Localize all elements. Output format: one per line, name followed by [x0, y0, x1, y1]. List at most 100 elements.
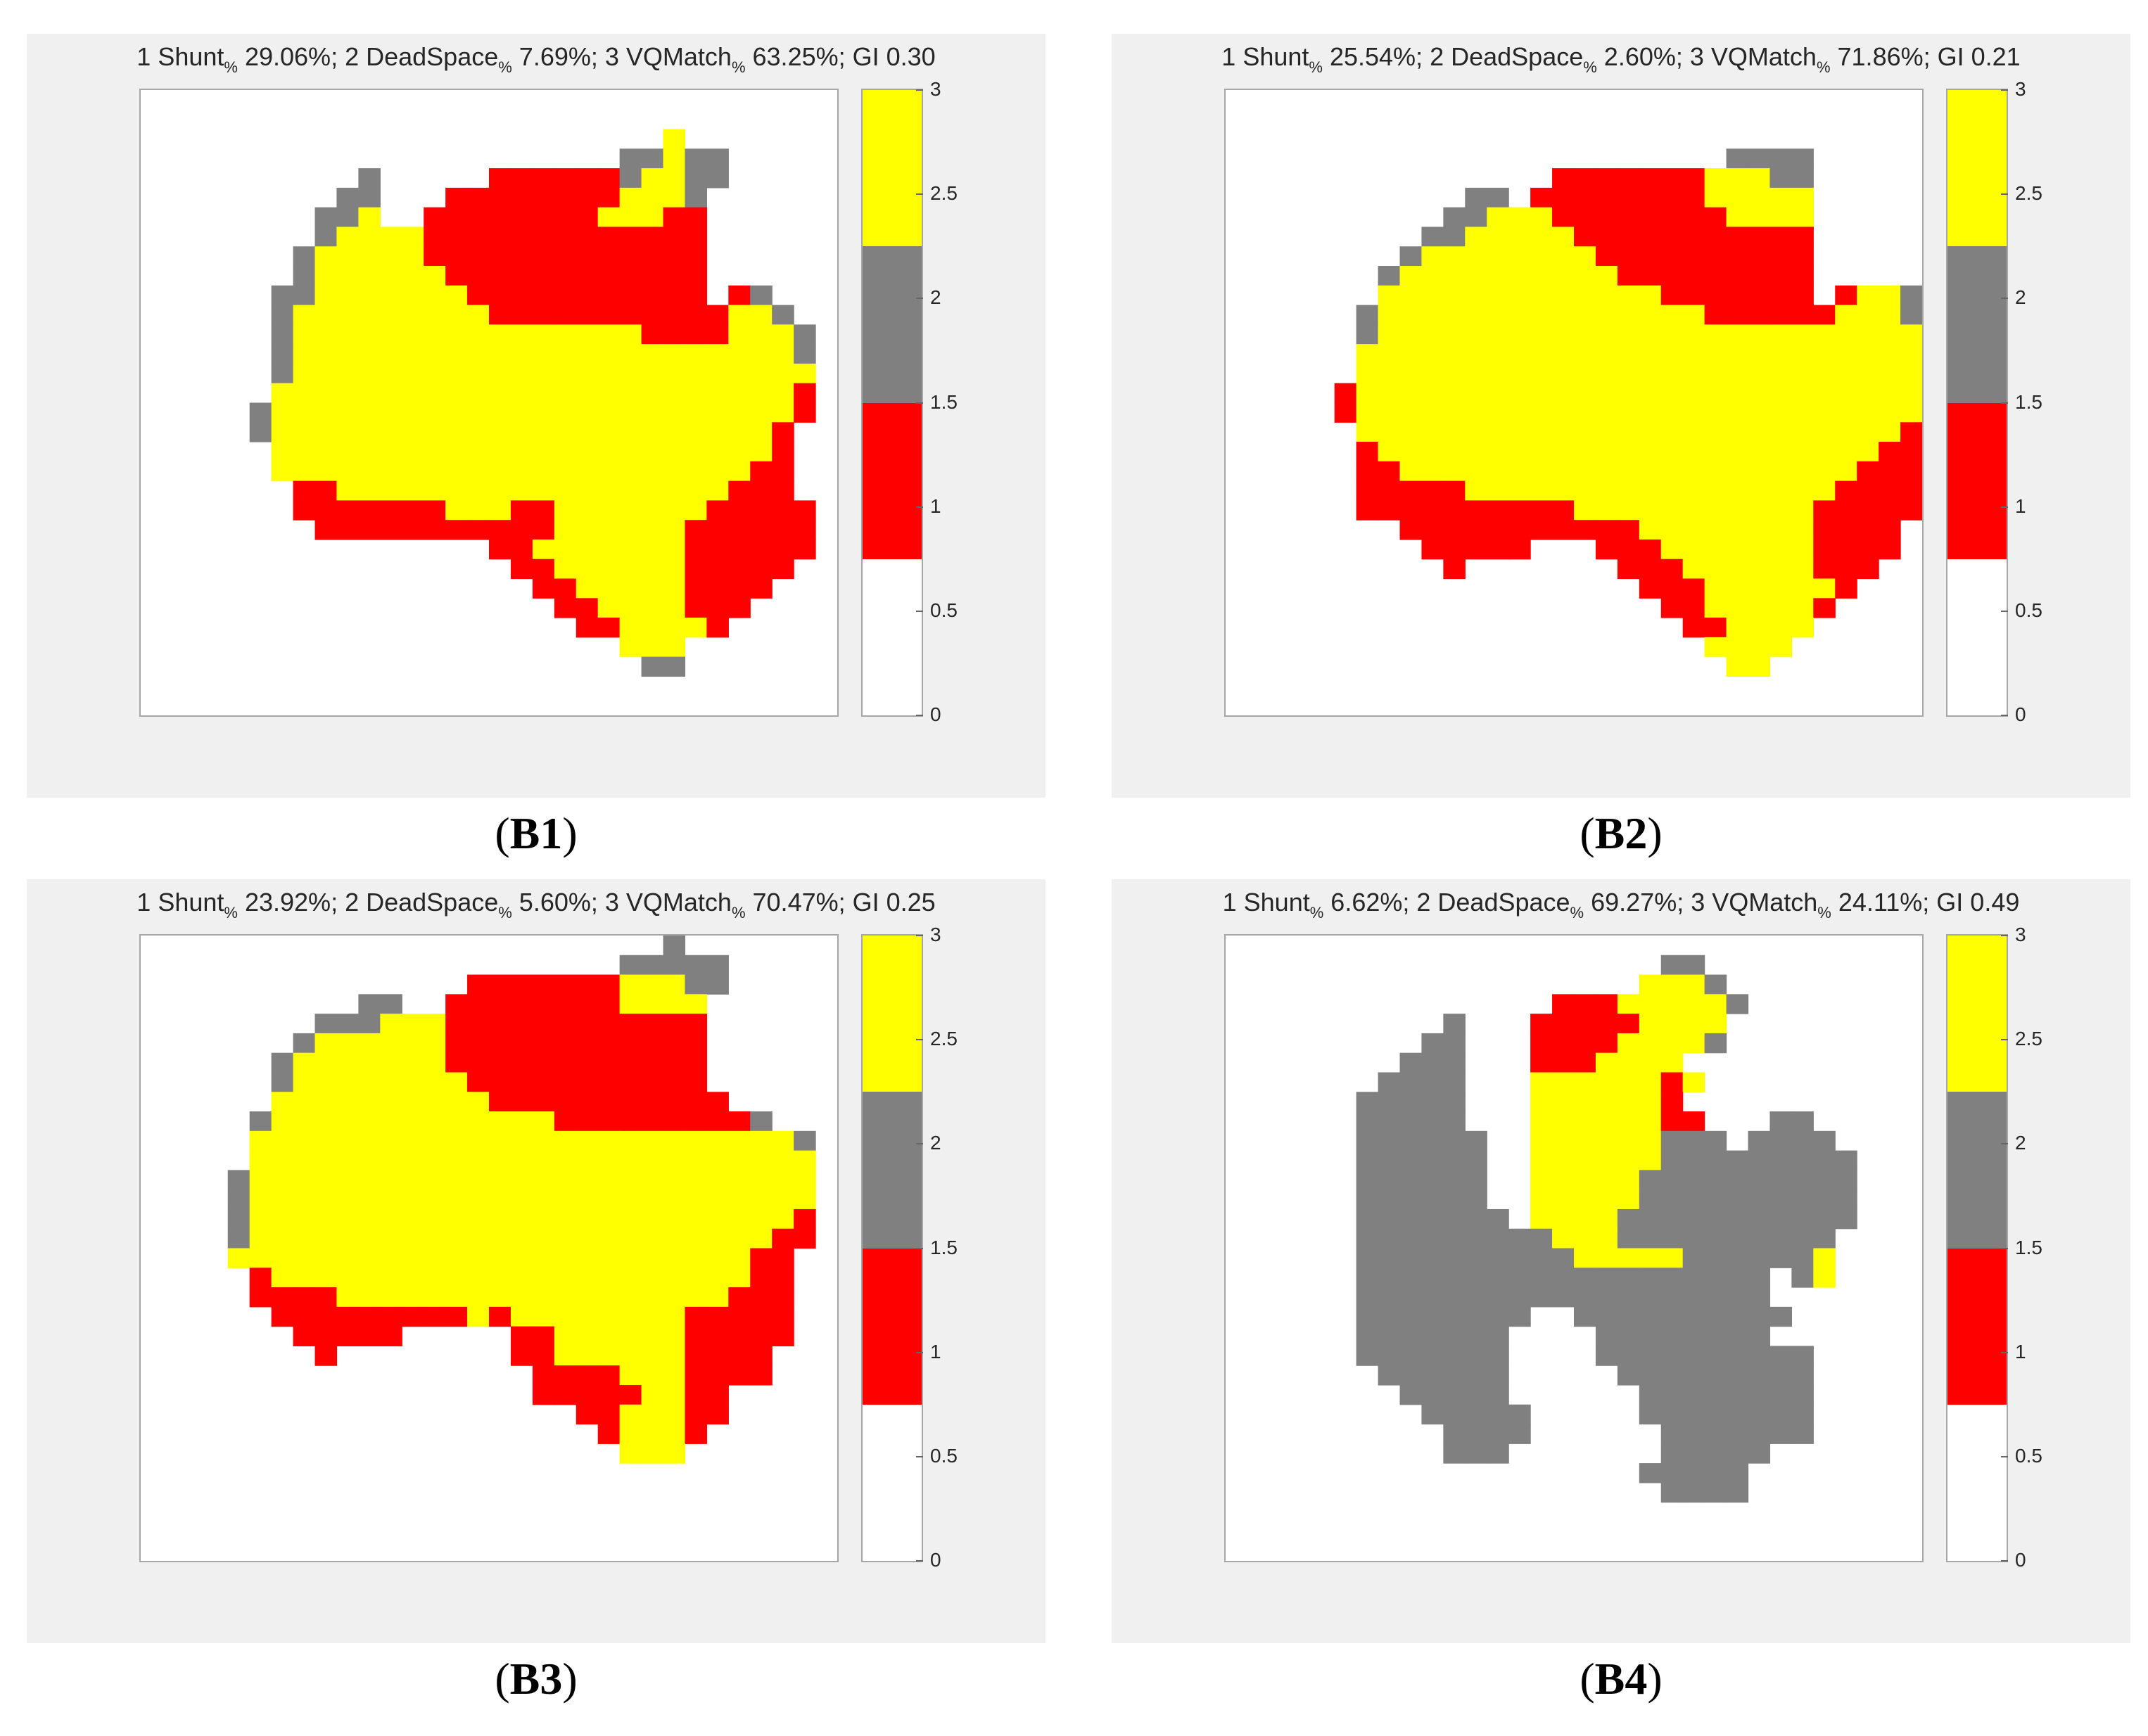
colorbar-tick-label: 0.5	[930, 599, 958, 621]
colorbar-tick-mark	[916, 1455, 923, 1457]
heatmap-cell	[424, 461, 446, 482]
heatmap-cell	[336, 1111, 359, 1132]
heatmap-cell	[1660, 1072, 1684, 1092]
heatmap-cell	[1465, 1306, 1487, 1327]
heatmap-cell	[685, 994, 707, 1014]
heatmap-cell	[641, 285, 664, 306]
heatmap-cell	[772, 1287, 794, 1308]
heatmap-cell	[554, 207, 577, 228]
heatmap-cell	[424, 1072, 446, 1092]
heatmap-cell	[1443, 402, 1466, 423]
heatmap-cell	[619, 1248, 642, 1268]
heatmap-cell	[380, 1287, 402, 1308]
heatmap-cell	[1900, 305, 1922, 325]
heatmap-cell	[1465, 442, 1487, 462]
heatmap-cell	[619, 1170, 642, 1190]
heatmap-cell	[685, 363, 707, 384]
heatmap-cell	[249, 1248, 272, 1268]
heatmap-cell	[1682, 994, 1705, 1014]
colorbar-tick-mark	[916, 506, 923, 508]
heatmap-cell	[1465, 285, 1487, 306]
heatmap-cell	[1704, 1170, 1727, 1190]
heatmap-cell	[641, 461, 664, 482]
heatmap-cell	[1443, 1424, 1466, 1444]
heatmap-cell	[685, 1424, 707, 1444]
heatmap-cell	[1443, 1170, 1466, 1190]
heatmap-cell	[1748, 226, 1771, 247]
heatmap-cell	[728, 598, 751, 618]
heatmap-cell	[641, 1287, 664, 1308]
heatmap-cell	[1399, 1130, 1423, 1151]
heatmap-cell	[1530, 461, 1553, 482]
heatmap-cell	[467, 1072, 490, 1092]
heatmap-cell	[663, 246, 686, 267]
heatmap-cell	[794, 383, 816, 404]
heatmap-cell	[424, 442, 446, 462]
heatmap-cell	[554, 1208, 577, 1230]
heatmap-cell	[641, 402, 664, 423]
heatmap-cell	[1813, 539, 1836, 560]
heatmap-cell	[1617, 1306, 1640, 1327]
heatmap-cell	[1682, 383, 1705, 404]
heatmap-cell	[1399, 1287, 1423, 1308]
heatmap-cell	[1682, 1404, 1705, 1425]
panel-title: 1 Shunt% 6.62%; 2 DeadSpace% 69.27%; 3 V…	[1112, 888, 2130, 921]
heatmap-cell	[510, 1014, 533, 1034]
heatmap-cell	[1791, 1365, 1814, 1386]
heatmap-cell	[597, 246, 621, 267]
heatmap-cell	[1682, 1189, 1705, 1210]
heatmap-cell	[1465, 324, 1487, 345]
heatmap-cell	[1639, 1268, 1662, 1288]
heatmap-cell	[510, 305, 533, 325]
heatmap-cell	[249, 402, 272, 423]
heatmap-cell	[336, 422, 359, 442]
heatmap-cell	[510, 1208, 533, 1230]
heatmap-cell	[467, 1052, 490, 1073]
heatmap-cell	[532, 1130, 555, 1151]
heatmap-cell	[1552, 383, 1575, 404]
heatmap-cell	[641, 442, 664, 462]
heatmap-cell	[1530, 442, 1553, 462]
heatmap-cell	[380, 1130, 402, 1151]
heatmap-cell	[619, 1346, 642, 1366]
heatmap-cell	[489, 1150, 511, 1170]
heatmap-cell	[380, 442, 402, 462]
heatmap-cell	[619, 1424, 642, 1444]
heatmap-cell	[641, 1326, 664, 1347]
heatmap-cell	[1617, 1150, 1640, 1170]
heatmap-cell	[358, 207, 381, 228]
heatmap-cell	[358, 344, 381, 364]
heatmap-cell	[1639, 1130, 1662, 1151]
title-text: 29.06%; 2 DeadSpace	[237, 42, 499, 71]
heatmap-cell	[1726, 285, 1749, 306]
heatmap-cell	[271, 1092, 294, 1112]
heatmap-cell	[271, 1228, 294, 1249]
heatmap-cell	[1639, 344, 1662, 364]
colorbar-tick-label: 0.5	[2015, 599, 2042, 621]
heatmap-cell	[1443, 539, 1466, 560]
heatmap-cell	[532, 168, 555, 189]
heatmap-cell	[1704, 1268, 1727, 1288]
heatmap-cell	[1639, 1384, 1662, 1405]
heatmap-cell	[728, 402, 751, 423]
heatmap-cell	[1726, 1306, 1749, 1327]
heatmap-cell	[1748, 1228, 1771, 1249]
heatmap-cell	[293, 500, 316, 521]
heatmap-cell	[641, 1033, 664, 1054]
heatmap-cell	[1660, 1130, 1684, 1151]
heatmap-cell	[1682, 1482, 1705, 1503]
colorbar	[861, 89, 923, 717]
heatmap-cell	[641, 344, 664, 364]
heatmap-cell	[1769, 1150, 1792, 1170]
heatmap-cell	[489, 1130, 511, 1151]
heatmap-cell	[358, 442, 381, 462]
heatmap-cell	[772, 1306, 794, 1327]
heatmap-cell	[1421, 539, 1444, 560]
heatmap-cell	[1421, 1033, 1444, 1054]
heatmap-cell	[314, 207, 338, 228]
heatmap-cell	[750, 500, 773, 521]
heatmap-cell	[380, 422, 402, 442]
colorbar-tick-label: 2.5	[2015, 1028, 2042, 1050]
heatmap-cell	[1682, 1072, 1705, 1092]
heatmap-cell	[597, 1424, 621, 1444]
